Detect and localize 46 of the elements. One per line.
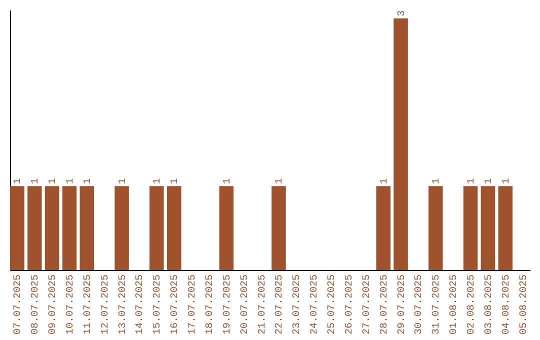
x-tick-label: 24.07.2025 bbox=[310, 274, 321, 335]
data-label: 1 bbox=[13, 178, 24, 184]
x-tick-label: 17.07.2025 bbox=[188, 274, 199, 335]
x-tick-label: 02.08.2025 bbox=[466, 274, 478, 335]
x-tick-label: 27.07.2025 bbox=[362, 274, 373, 335]
x-tick-label: 03.08.2025 bbox=[484, 274, 495, 335]
x-tick-label: 23.07.2025 bbox=[292, 274, 304, 335]
data-label: 1 bbox=[82, 178, 94, 184]
x-tick-label: 31.07.2025 bbox=[432, 274, 443, 335]
x-tick-label: 08.07.2025 bbox=[30, 274, 42, 335]
x-tick-label: 09.07.2025 bbox=[48, 274, 60, 335]
data-label: 1 bbox=[379, 178, 390, 184]
x-tick-label: 16.07.2025 bbox=[170, 274, 182, 335]
data-label: 1 bbox=[432, 178, 443, 184]
data-label: 1 bbox=[170, 178, 182, 184]
data-label: 1 bbox=[30, 178, 42, 184]
x-tick-label: 30.07.2025 bbox=[414, 274, 426, 335]
data-label: 1 bbox=[152, 178, 164, 184]
x-tick-label: 10.07.2025 bbox=[65, 274, 76, 335]
x-tick-label: 12.07.2025 bbox=[100, 274, 112, 335]
data-label: 1 bbox=[48, 178, 60, 184]
x-tick-label: 11.07.2025 bbox=[82, 274, 94, 335]
x-tick-label: 14.07.2025 bbox=[135, 274, 146, 335]
x-tick-label: 19.07.2025 bbox=[222, 274, 234, 335]
x-tick-label: 29.07.2025 bbox=[396, 274, 408, 335]
data-label: 1 bbox=[274, 178, 286, 184]
x-tick-label: 22.07.2025 bbox=[274, 274, 286, 335]
x-tick-label: 01.08.2025 bbox=[449, 274, 460, 335]
x-tick-label: 04.08.2025 bbox=[501, 274, 512, 335]
x-tick-label: 13.07.2025 bbox=[118, 274, 129, 335]
data-label: 1 bbox=[65, 178, 76, 184]
x-tick-label: 26.07.2025 bbox=[344, 274, 356, 335]
x-tick-label: 07.07.2025 bbox=[13, 274, 24, 335]
data-label: 1 bbox=[222, 178, 234, 184]
data-label: 1 bbox=[118, 178, 129, 184]
data-label: 1 bbox=[466, 178, 478, 184]
x-tick-label: 15.07.2025 bbox=[152, 274, 164, 335]
data-label: 1 bbox=[501, 178, 512, 184]
x-tick-label: 28.07.2025 bbox=[379, 274, 390, 335]
x-tick-label: 21.07.2025 bbox=[257, 274, 268, 335]
data-label: 3 bbox=[396, 10, 408, 16]
data-label: 1 bbox=[484, 178, 495, 184]
x-tick-label: 05.08.2025 bbox=[518, 274, 530, 335]
x-tick-label: 18.07.2025 bbox=[204, 274, 216, 335]
x-tick-label: 25.07.2025 bbox=[327, 274, 338, 335]
x-tick-label: 20.07.2025 bbox=[240, 274, 251, 335]
